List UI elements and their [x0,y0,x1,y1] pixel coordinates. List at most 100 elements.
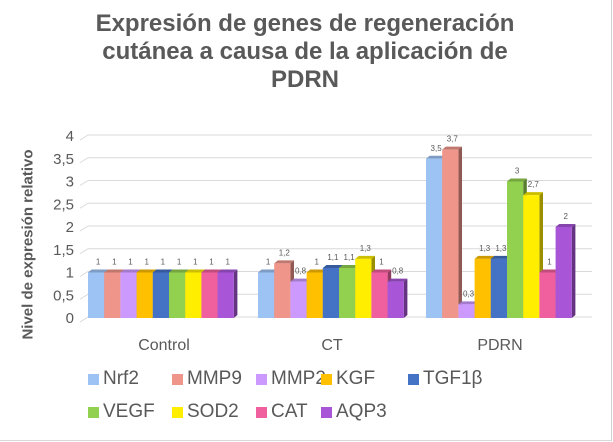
y-tick-label: 0 [66,310,74,327]
legend-item: TGF1β [408,368,483,390]
bar-nrf2 [88,272,105,318]
data-label: 0,8 [392,267,404,276]
bar-top [185,269,205,273]
bar-top [136,269,157,273]
gridline-stub [79,248,89,255]
legend-item: MMP2 [256,368,326,390]
bar-top [169,269,189,273]
legend-label: KGF [336,368,376,389]
bar-cat [371,272,388,318]
bar-mmp9 [274,263,291,318]
bar-top [490,255,511,259]
chart-title-line-2: cutánea a causa de la aplicación de [102,38,508,65]
data-label: 1 [314,258,319,267]
legend-swatch [172,406,183,418]
bar-top [104,269,124,273]
bar-vegf [169,272,186,318]
legend-item: VEGF [88,401,155,423]
bar-mmp2 [458,304,475,318]
x-tick-label: CT [321,337,343,354]
chart-title-line-3: PDRN [270,66,339,93]
gridline-stub [79,202,89,209]
y-tick-label: 3,5 [53,151,74,168]
y-tick-label: 2 [66,219,74,236]
data-label: 1,1 [327,253,339,262]
legend-item: MMP9 [172,368,242,390]
x-tick-label: PDRN [477,337,522,354]
bar-nrf2 [258,272,275,318]
data-label: 3,5 [431,144,443,153]
bar-aqp3 [387,281,404,318]
bar-top [474,255,495,259]
bar-cat [201,272,218,318]
data-label: 1,3 [495,244,507,253]
bar-tgf1β [152,272,169,318]
bar-top [201,269,222,273]
bar-kgf [136,272,153,318]
data-label: 1 [128,258,133,267]
bar-sod2 [355,258,372,318]
data-label: 1 [547,258,552,267]
data-label: 3 [515,167,520,176]
bar-side [458,146,462,318]
bar-top [274,260,294,264]
data-label: 2 [563,212,568,221]
data-label: 1,2 [279,248,291,257]
bar-top [290,278,311,282]
data-label: 1 [379,258,384,267]
x-tick-label: Control [138,337,190,354]
data-label: 0,3 [463,289,475,298]
bar-top [152,269,173,273]
legend-label: MMP9 [187,368,242,389]
gridline-stub [79,225,89,232]
data-label: 1 [209,258,214,267]
gridline-stub [79,293,89,300]
bar-top [442,146,462,150]
bar-top [339,264,359,268]
bar-mmp9 [442,149,459,318]
legend-item: KGF [321,368,375,390]
data-label: 1,3 [479,244,491,253]
legend-swatch [256,373,267,385]
data-label: 0,8 [295,267,307,276]
legend-item: AQP3 [321,401,387,423]
bar-tgf1β [490,258,507,318]
y-tick-label: 3 [66,174,74,191]
bar-top [258,269,278,273]
gridline-stub [79,134,89,141]
bar-top [387,278,408,282]
y-tick-label: 0,5 [53,287,74,304]
bar-kgf [474,258,491,318]
legend-label: MMP2 [271,368,326,389]
gridline-stub [79,271,89,277]
bar-top [355,255,375,259]
gridline-stub [79,157,89,164]
legend-swatch [321,406,332,418]
bar-side [233,269,238,318]
bar-tgf1β [322,267,339,318]
chart-title-line-1: Expresión de genes de regeneración [95,10,515,37]
bar-kgf [306,272,323,318]
bar-top [322,264,343,268]
legend-swatch [172,373,183,385]
data-label: 1 [193,258,198,267]
bar-top [523,192,543,196]
data-label: 1 [144,258,149,267]
legend-item: CAT [256,401,308,423]
data-label: 1,3 [360,244,372,253]
legend-item: SOD2 [172,401,239,423]
bar-top [458,301,479,305]
legend-swatch [256,406,267,418]
legend-label: SOD2 [187,401,239,422]
bar-mmp2 [120,272,137,318]
y-tick-label: 4 [66,128,74,145]
data-label: 1 [266,258,271,267]
bar-vegf [339,267,356,318]
y-tick-label: 1,5 [53,242,74,259]
y-tick-label: 1 [66,265,74,282]
bar-aqp3 [555,227,572,318]
legend-label: VEGF [103,401,155,422]
data-label: 2,7 [528,180,540,189]
bar-cat [539,272,556,318]
bar-top [306,269,327,273]
